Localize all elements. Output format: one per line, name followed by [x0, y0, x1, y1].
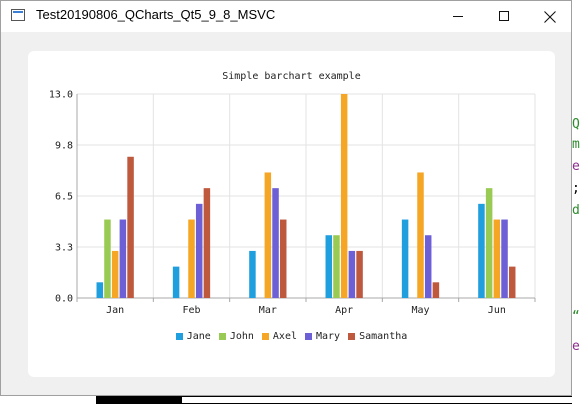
bar-jane [96, 282, 104, 298]
bar-mary [348, 250, 356, 298]
chart-title: Simple barchart example [222, 71, 361, 82]
bar-axel [111, 250, 119, 298]
bar-mary [195, 203, 203, 298]
bar-chart: 0.0 3.3 6.5 9.8 13.0 Jan Feb Mar Apr May Jun [49, 90, 536, 316]
background-editor-edge [182, 396, 572, 403]
y-tick-label: 9.8 [55, 141, 73, 152]
legend-label: John [229, 331, 254, 342]
bar-axel [188, 219, 195, 298]
y-tick-label: 13.0 [49, 90, 73, 101]
legend-item-john: John [218, 331, 254, 342]
bar-samantha [127, 156, 134, 298]
bar-samantha [203, 188, 211, 298]
bar-mary [424, 235, 432, 298]
background-code-fragment: Q [572, 117, 580, 132]
bar-jane [478, 203, 485, 298]
legend-item-mary: Mary [305, 331, 340, 342]
x-tick-label: Feb [182, 305, 200, 316]
legend-item-axel: Axel [261, 331, 297, 342]
background-code-fragment: e [572, 159, 580, 174]
title-bar[interactable]: Test20190806_QCharts_Qt5_9_8_MSVC [1, 1, 571, 32]
x-tick-label: Jun [488, 305, 506, 316]
legend-label: Samantha [359, 331, 408, 342]
x-tick-label: Mar [259, 305, 277, 316]
legend-swatch [261, 332, 269, 340]
x-tick-label: May [411, 305, 429, 316]
bar-jane [325, 235, 333, 298]
legend-label: Mary [316, 331, 341, 342]
legend-swatch [218, 332, 226, 340]
background-code-fragment: ; [572, 181, 580, 196]
bar-samantha [356, 250, 363, 298]
bar-john [333, 235, 340, 298]
bar-axel [417, 172, 424, 298]
background-code-fragment: e [572, 339, 580, 354]
bar-jane [401, 219, 409, 298]
minimize-button[interactable] [435, 1, 481, 32]
app-window-icon [11, 9, 25, 21]
bar-samantha [508, 266, 516, 298]
x-tick-label: Apr [335, 305, 353, 316]
bar-jane [249, 250, 256, 298]
x-tick-label: Jan [106, 305, 124, 316]
background-code-fragment: d [572, 203, 580, 218]
chart-legend: Jane John Axel Mary Samantha [28, 331, 555, 342]
bar-jane [172, 266, 180, 298]
legend-label: Axel [272, 331, 297, 342]
bar-axel [264, 172, 272, 298]
legend-label: Jane [186, 331, 211, 342]
close-button[interactable] [527, 1, 573, 32]
bar-samantha [279, 219, 287, 298]
maximize-button[interactable] [481, 1, 527, 32]
legend-swatch [175, 332, 183, 340]
bar-samantha [432, 282, 440, 298]
close-icon [544, 11, 556, 23]
bar-axel [340, 94, 348, 298]
legend-swatch [348, 332, 356, 340]
background-code-fragment: “ [572, 309, 580, 324]
y-tick-label: 0.0 [55, 294, 73, 305]
bar-mary [501, 219, 508, 298]
background-code-fragment: m [572, 137, 580, 152]
legend-item-samantha: Samantha [348, 331, 407, 342]
chart-view: Simple barchart example 0.0 3.3 6.5 9.8 13.0… [28, 51, 555, 377]
bar-john [104, 219, 111, 298]
legend-swatch [305, 332, 312, 340]
bar-mary [272, 188, 279, 298]
bar-mary [119, 219, 127, 298]
bar-john [485, 188, 493, 298]
y-tick-label: 6.5 [55, 192, 73, 203]
y-tick-label: 3.3 [55, 243, 73, 254]
legend-item-jane: Jane [175, 331, 211, 342]
window-title: Test20190806_QCharts_Qt5_9_8_MSVC [36, 7, 276, 22]
bar-axel [493, 219, 501, 298]
app-window: Test20190806_QCharts_Qt5_9_8_MSVC Simple… [0, 0, 572, 396]
